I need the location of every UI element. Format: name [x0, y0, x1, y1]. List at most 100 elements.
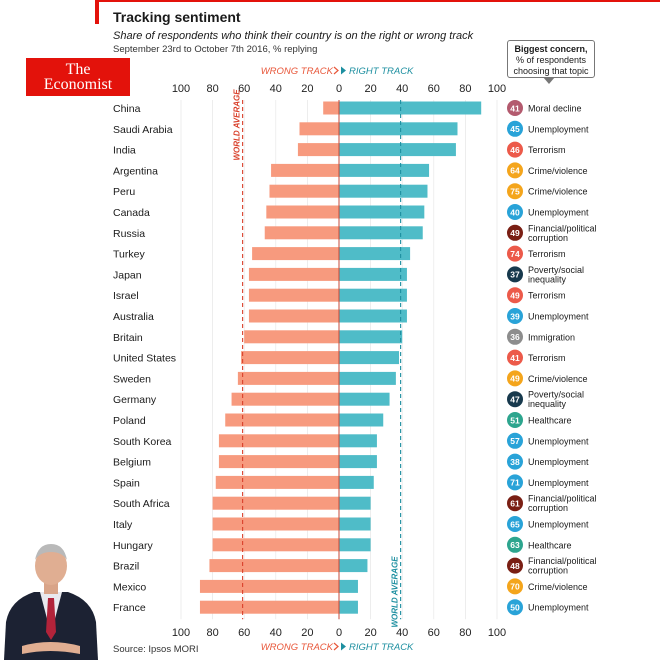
wrong-track-bar: [264, 226, 339, 240]
concern-value: 46: [510, 145, 520, 155]
concern-value: 37: [510, 270, 520, 280]
x-tick-label-bottom: 100: [172, 627, 190, 639]
top-rule: [95, 0, 660, 2]
right-track-bar: [339, 434, 377, 448]
x-tick-label-top: 40: [396, 83, 408, 95]
country-label: South Korea: [113, 436, 172, 448]
wrong-track-bar: [209, 559, 339, 573]
concern-value: 57: [510, 436, 520, 446]
right-track-bar: [339, 226, 423, 240]
right-track-bar: [339, 101, 482, 115]
wrong-arrow-top: [333, 66, 339, 75]
concern-circle: [507, 204, 523, 220]
concern-value: 50: [510, 603, 520, 613]
x-tick-label-bottom: 80: [206, 627, 218, 639]
x-tick-label-top: 60: [238, 83, 250, 95]
x-tick-label-bottom: 0: [336, 627, 342, 639]
concern-value: 49: [510, 374, 520, 384]
country-label: Belgium: [113, 457, 151, 469]
x-tick-label-top: 100: [488, 83, 506, 95]
wrong-track-bar: [212, 538, 339, 552]
country-label: Peru: [113, 186, 135, 198]
right-track-bar: [339, 205, 425, 219]
concern-topic-label: Moral decline: [528, 104, 582, 114]
concern-legend-box: Biggest concern, % of respondents choosi…: [507, 40, 595, 78]
x-tick-label-bottom: 100: [488, 627, 506, 639]
concern-value: 64: [510, 166, 520, 176]
x-tick-label-top: 20: [301, 83, 313, 95]
x-tick-label-bottom: 80: [459, 627, 471, 639]
concern-value: 70: [510, 582, 520, 592]
brand-accent-bar: [95, 0, 99, 24]
wrong-track-bar: [218, 434, 339, 448]
concern-value: 47: [510, 395, 520, 405]
concern-value: 41: [510, 103, 520, 113]
concern-topic-label: Unemployment: [528, 603, 589, 613]
concern-value: 45: [510, 124, 520, 134]
wrong-track-label-top: WRONG TRACK: [261, 66, 334, 77]
concern-topic-label: Unemployment: [528, 436, 589, 446]
concern-value: 38: [510, 457, 520, 467]
wrong-track-bar: [248, 267, 339, 281]
concern-circle: [507, 162, 523, 179]
right-track-bar: [339, 455, 377, 469]
concern-topic-label: corruption: [528, 233, 568, 243]
concern-circle: [507, 516, 523, 532]
country-label: Hungary: [113, 540, 153, 552]
concern-value: 36: [510, 332, 520, 342]
concern-topic-label: Healthcare: [528, 540, 572, 550]
world-average-right-label: WORLD AVERAGE: [391, 556, 400, 628]
wrong-track-bar: [199, 579, 339, 593]
concern-topic-label: Crime/violence: [528, 187, 588, 197]
legend-line-2: % of respondents: [515, 55, 587, 65]
wrong-track-bar: [212, 496, 339, 510]
concern-circle: [507, 100, 523, 116]
country-label: China: [113, 103, 141, 115]
right-track-bar: [339, 288, 407, 302]
concern-value: 49: [510, 291, 520, 301]
concern-circle: [507, 412, 523, 428]
concern-topic-label: Healthcare: [528, 416, 572, 426]
x-tick-label-bottom: 20: [301, 627, 313, 639]
concern-topic-label: Poverty/social: [528, 390, 584, 400]
x-tick-label-bottom: 60: [428, 627, 440, 639]
legend-pointer: [543, 77, 555, 84]
concern-circle: [507, 120, 523, 137]
wrong-track-bar: [297, 143, 339, 157]
x-tick-label-top: 80: [459, 83, 471, 95]
x-tick-label-bottom: 20: [364, 627, 376, 639]
concern-topic-label: inequality: [528, 399, 567, 409]
concern-circle: [507, 432, 523, 449]
country-label: Mexico: [113, 581, 146, 593]
concern-topic-label: corruption: [528, 566, 568, 576]
source-note: Source: Ipsos MORI: [113, 644, 199, 655]
concern-topic-label: Unemployment: [528, 312, 589, 322]
country-label: United States: [113, 353, 176, 365]
concern-topic-label: Financial/political: [528, 223, 597, 233]
x-tick-label-top: 0: [336, 83, 342, 95]
concern-value: 65: [510, 519, 520, 529]
right-track-bar: [339, 496, 371, 510]
right-track-bar: [339, 600, 358, 614]
wrong-track-label-bottom: WRONG TRACK: [261, 642, 334, 653]
concern-topic-label: Crime/violence: [528, 166, 588, 176]
concern-value: 48: [510, 561, 520, 571]
wrong-track-bar: [248, 288, 339, 302]
x-tick-label-bottom: 40: [270, 627, 282, 639]
country-label: Australia: [113, 311, 154, 323]
concern-value: 63: [510, 540, 520, 550]
right-track-bar: [339, 267, 407, 281]
country-label: Brazil: [113, 561, 139, 573]
concern-topic-label: Immigration: [528, 332, 575, 342]
wrong-track-bar: [323, 101, 339, 115]
concern-topic-label: Financial/political: [528, 494, 597, 504]
country-label: Argentina: [113, 165, 158, 177]
right-arrow-top: [341, 66, 346, 75]
chart-subtitle: Share of respondents who think their cou…: [113, 30, 474, 42]
concern-value: 40: [510, 207, 520, 217]
concern-circle: [507, 557, 523, 574]
right-track-bar: [339, 122, 458, 136]
right-track-bar: [339, 517, 371, 531]
right-track-bar: [339, 538, 371, 552]
